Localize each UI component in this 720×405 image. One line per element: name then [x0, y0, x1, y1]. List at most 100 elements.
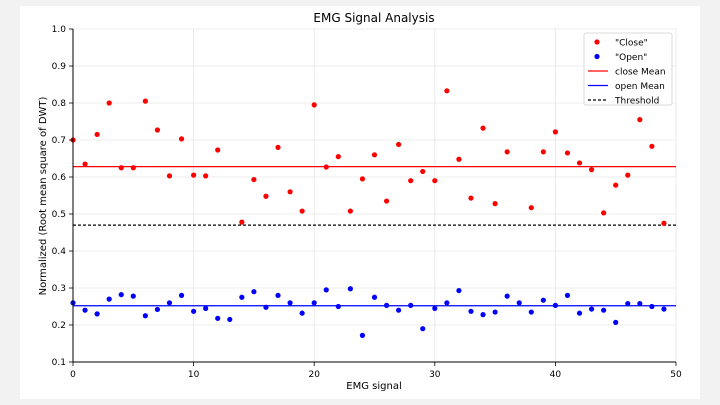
open-point — [106, 296, 112, 302]
close-point — [118, 165, 124, 171]
open-point — [540, 297, 546, 303]
x-tick-label: 50 — [670, 370, 682, 380]
close-point — [552, 129, 559, 135]
open-point — [371, 294, 378, 300]
open-point — [492, 309, 498, 315]
y-tick-label: 0.7 — [52, 136, 66, 146]
open-point — [383, 302, 390, 308]
close-point — [178, 136, 185, 142]
x-tick-label: 40 — [550, 370, 562, 380]
close-point — [94, 131, 100, 138]
close-point — [468, 195, 474, 201]
ticks: 0 10 20 30 40 50 0.1 0.2 0.3 0.4 0.5 0.6 0.7 0.8 0.9 1.… — [52, 25, 682, 380]
x-axis-label: EMG signal — [346, 381, 401, 392]
close-point — [383, 198, 390, 204]
close-point — [263, 193, 269, 199]
close-point — [492, 201, 498, 207]
close-point — [335, 154, 341, 160]
legend-label-open: "Open" — [615, 53, 647, 63]
close-point — [359, 176, 366, 182]
y-tick-label: 0.2 — [52, 321, 66, 331]
open-point — [528, 309, 534, 315]
y-tick-label: 0.8 — [52, 99, 67, 109]
open-point — [130, 293, 136, 299]
y-tick-label: 0.3 — [52, 284, 66, 294]
open-point — [323, 287, 329, 293]
close-point — [564, 150, 571, 156]
close-point — [661, 220, 667, 226]
data-points — [70, 88, 667, 338]
open-point — [215, 315, 221, 321]
close-point — [613, 182, 619, 188]
open-point — [359, 332, 366, 338]
close-point — [540, 149, 546, 155]
open-point — [82, 307, 88, 313]
open-point — [166, 300, 173, 306]
open-point — [456, 287, 462, 294]
y-tick-label: 0.6 — [52, 173, 67, 183]
open-point — [613, 319, 619, 326]
open-point — [191, 308, 197, 314]
open-point — [227, 316, 233, 323]
legend: "Close" "Open" close Mean open Mean Threshol… — [583, 32, 673, 107]
legend-marker-close — [594, 39, 600, 45]
close-point — [637, 117, 643, 123]
close-point — [311, 102, 317, 108]
open-point — [468, 308, 474, 314]
open-point — [263, 304, 269, 310]
close-point — [432, 178, 438, 184]
x-tick-label: 30 — [429, 370, 441, 380]
open-point — [480, 312, 486, 318]
close-point — [456, 156, 462, 162]
x-tick-label: 10 — [188, 370, 200, 380]
x-tick-label: 20 — [308, 370, 320, 380]
axes — [72, 29, 676, 363]
y-tick-label: 0.9 — [52, 62, 67, 72]
y-tick-label: 1.0 — [52, 25, 67, 35]
open-point — [239, 294, 245, 300]
open-point — [649, 303, 655, 310]
open-point — [444, 300, 450, 306]
close-point — [130, 165, 136, 171]
legend-label-close: "Close" — [615, 39, 648, 49]
open-point — [408, 302, 414, 308]
open-point — [432, 305, 438, 311]
y-tick-label: 0.4 — [52, 247, 67, 257]
legend-box — [583, 32, 673, 106]
open-point — [94, 311, 100, 317]
open-point — [576, 310, 583, 316]
grid — [72, 28, 677, 363]
close-point — [215, 147, 221, 153]
y-tick-label: 0.5 — [52, 210, 66, 220]
close-point — [371, 152, 378, 158]
close-point — [142, 98, 148, 104]
open-point — [588, 306, 595, 312]
close-point — [275, 144, 281, 150]
reference-lines — [73, 166, 676, 307]
close-point — [82, 161, 88, 167]
open-point — [601, 307, 607, 313]
legend-label-close-mean: close Mean — [615, 68, 666, 78]
close-point — [528, 205, 534, 211]
close-point — [323, 164, 329, 170]
close-point — [420, 168, 426, 175]
open-point — [396, 307, 402, 313]
legend-label-open-mean: open Mean — [615, 82, 665, 92]
open-point — [516, 300, 522, 306]
open-point — [154, 306, 161, 313]
open-point — [564, 292, 571, 298]
open-point — [637, 300, 643, 307]
open-point — [118, 292, 124, 298]
open-point — [299, 310, 305, 316]
close-point — [106, 100, 112, 106]
close-point — [649, 143, 655, 149]
y-axis-label: Normalized (Root mean square of DWT) — [38, 96, 49, 295]
close-point — [154, 127, 161, 133]
chart-title: EMG Signal Analysis — [313, 11, 434, 25]
close-point — [601, 210, 607, 216]
close-point — [287, 189, 293, 195]
close-point — [396, 141, 402, 148]
open-point — [251, 289, 257, 295]
close-point — [203, 173, 209, 179]
